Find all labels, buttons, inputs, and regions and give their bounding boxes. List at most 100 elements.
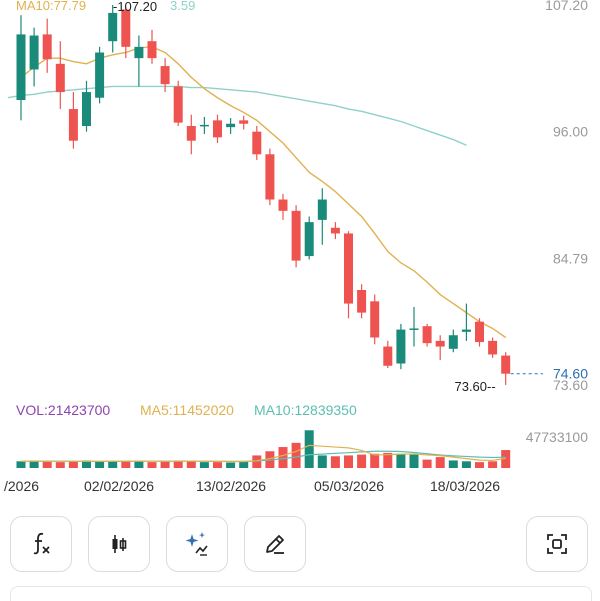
volume-bar [55, 462, 65, 468]
x-axis-label: 18/03/2026 [430, 478, 500, 494]
candle-body [265, 154, 275, 200]
candle-body [291, 210, 301, 261]
candle-body [370, 301, 380, 338]
volume-bar [121, 460, 131, 468]
volume-bar [409, 454, 419, 468]
volume-ma5-label: MA5:11452020 [140, 402, 234, 418]
price-axis-label: 84.79 [553, 250, 588, 266]
price-axis-label: 96.00 [553, 124, 588, 140]
candle-body [422, 326, 432, 344]
ai-sparkle-button[interactable] [166, 516, 228, 572]
candle-body [344, 233, 353, 304]
volume-bar [461, 461, 471, 468]
pencil-icon [266, 535, 284, 554]
volume-bar [213, 462, 222, 468]
volume-bar [82, 460, 91, 468]
volume-bar [226, 462, 236, 468]
ma10-line [20, 46, 507, 339]
volume-bar [344, 455, 353, 468]
x-axis-label: 13/02/2026 [196, 478, 266, 494]
volume-bar [186, 460, 196, 468]
candle-body [396, 329, 406, 364]
volume-bar [475, 462, 484, 468]
candle-body [330, 227, 340, 234]
candle-body [239, 120, 249, 124]
x-axis-label: 05/03/2026 [314, 478, 384, 494]
chart-toolbar [0, 512, 600, 578]
candle-body [173, 86, 183, 123]
price-chart[interactable]: 73.60-- 74.60 107.20 96.00 84.79 73.60 /2026… [0, 0, 600, 500]
candle-body [160, 66, 170, 85]
volume-max-label: 47733100 [526, 429, 589, 445]
candle-body [501, 355, 511, 374]
sparkle-icon [185, 532, 208, 556]
candle-body [461, 329, 471, 332]
max-price-label: -107.20 [113, 0, 157, 14]
volume-bar [488, 461, 498, 468]
volume-bar [108, 461, 118, 468]
candle-body [29, 35, 39, 70]
ma-other-label: 3.59 [170, 0, 195, 13]
candle-body [147, 41, 157, 59]
candle-body [488, 340, 498, 355]
volume-bar [29, 460, 39, 468]
volume-bar [357, 454, 367, 468]
candle-body [383, 346, 393, 366]
candle-body [409, 328, 419, 330]
x-axis-label: 02/02/2026 [84, 478, 154, 494]
volume-bar [435, 457, 445, 468]
x-axis-label: /2026 [4, 478, 39, 494]
volume-bar [42, 461, 52, 468]
candle-body [357, 290, 367, 313]
candle-body [435, 340, 445, 347]
last-price-label: 74.60 [553, 366, 588, 382]
volume-bar [422, 459, 432, 468]
volume-bar [317, 455, 327, 468]
volume-bar [501, 450, 511, 468]
candle-body [213, 120, 222, 138]
last-price-badge [543, 363, 593, 382]
fx-icon [33, 532, 50, 555]
candles-layer [16, 5, 511, 385]
volume-bar [330, 456, 340, 468]
candle-body [278, 199, 288, 211]
indicator-fx-button[interactable] [10, 516, 72, 572]
candle-body [82, 92, 91, 127]
volume-bar [199, 462, 209, 468]
volume-bar [239, 461, 249, 468]
volume-bar [304, 430, 314, 468]
candle-body [16, 34, 26, 100]
candle-body [475, 321, 484, 343]
screenshot-button[interactable] [526, 516, 588, 572]
volume-bar [173, 460, 183, 468]
draw-tool-button[interactable] [244, 516, 306, 572]
volume-bar [147, 462, 157, 468]
volume-bar [68, 460, 78, 468]
ma-header-label: MA10:77.79 [16, 0, 86, 13]
candle-body [186, 126, 196, 141]
screenshot-frame-icon [547, 534, 567, 554]
candle-body [68, 109, 78, 141]
candle-body [95, 52, 105, 98]
bottom-panel-edge [10, 586, 592, 601]
volume-bar [95, 461, 105, 468]
min-price-label: 73.60-- [454, 379, 495, 394]
candle-body [199, 124, 209, 127]
volume-bar [278, 447, 288, 468]
candle-body [108, 12, 118, 42]
candle-body [226, 123, 236, 128]
volume-bar [252, 455, 262, 468]
candle-body [134, 46, 144, 59]
volume-bar [16, 461, 26, 468]
volume-bar [448, 460, 458, 468]
candle-body [55, 63, 65, 93]
volume-bar [134, 461, 144, 468]
volume-bar [396, 453, 406, 468]
volume-ma10-label: MA10:12839350 [254, 402, 357, 418]
candle-body [304, 222, 314, 257]
candle-body [42, 34, 52, 60]
price-axis-label: 73.60 [553, 377, 588, 393]
chart-type-button[interactable] [88, 516, 150, 572]
volume-bar [160, 461, 170, 468]
ma-long-line [7, 85, 467, 146]
